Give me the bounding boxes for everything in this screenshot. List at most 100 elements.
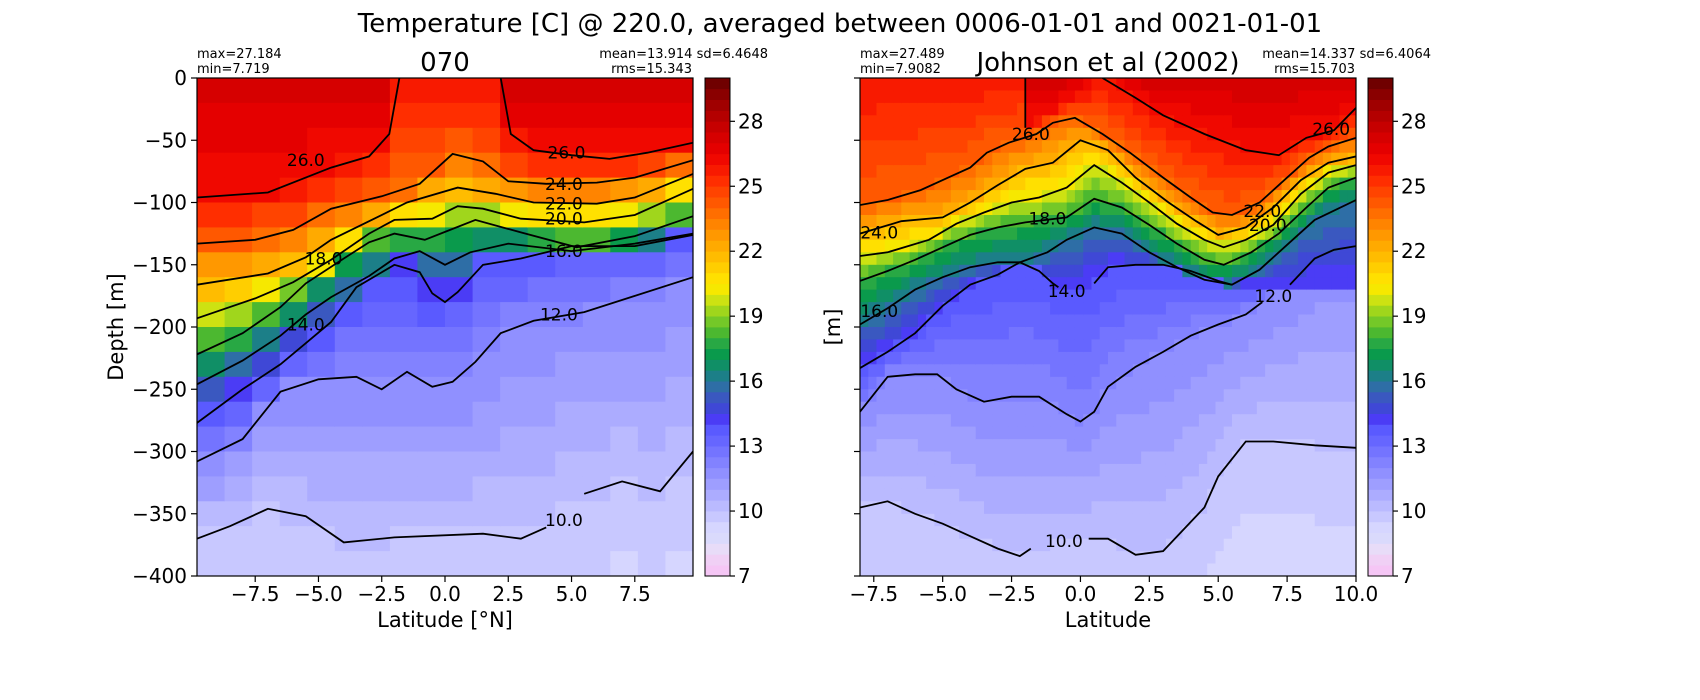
colorbar-segment — [705, 435, 730, 447]
field-cell — [1041, 389, 1051, 403]
field-cell — [637, 302, 667, 328]
field-cell — [942, 227, 952, 241]
field-cell — [975, 78, 985, 92]
field-cell — [868, 538, 878, 552]
field-cell — [1215, 115, 1225, 129]
field-cell — [417, 401, 446, 428]
field-cell — [893, 538, 902, 552]
field-cell — [1331, 551, 1341, 565]
field-cell — [1314, 264, 1324, 278]
isotherm-label: 22.0 — [1243, 202, 1281, 222]
field-cell — [1099, 463, 1109, 477]
field-cell — [1174, 389, 1183, 403]
field-cell — [1207, 165, 1217, 179]
field-cell — [1265, 401, 1274, 415]
field-cell — [1306, 289, 1316, 303]
field-cell — [942, 401, 952, 415]
field-cell — [934, 488, 944, 502]
field-cell — [1223, 152, 1233, 166]
field-cell — [637, 501, 667, 527]
field-cell — [909, 152, 919, 166]
field-cell — [1124, 401, 1134, 415]
field-cell — [582, 78, 611, 104]
field-cell — [876, 501, 886, 515]
field-cell — [1116, 115, 1126, 129]
field-cell — [1033, 202, 1043, 216]
field-cell — [1248, 140, 1258, 154]
field-cell — [1000, 376, 1010, 390]
field-cell — [1083, 351, 1093, 365]
field-cell — [1017, 264, 1026, 278]
field-cell — [876, 289, 886, 303]
field-cell — [252, 78, 281, 104]
isotherm-10.0 — [1088, 440, 1356, 556]
field-cell — [1041, 227, 1051, 241]
field-cell — [610, 476, 639, 502]
field-cell — [959, 488, 969, 502]
isotherm-22.0 — [197, 173, 693, 286]
field-cell — [1289, 264, 1299, 278]
field-cell — [1116, 177, 1126, 191]
field-cell — [984, 426, 993, 440]
field-cell — [665, 351, 693, 378]
field-cell — [1033, 227, 1043, 241]
field-cell — [389, 202, 419, 228]
field-cell — [926, 177, 935, 191]
field-cell — [1165, 314, 1175, 328]
field-cell — [1149, 463, 1159, 477]
field-cell — [1198, 302, 1208, 316]
field-cell — [1174, 426, 1183, 440]
field-cell — [1273, 289, 1283, 303]
field-cell — [942, 289, 952, 303]
field-cell — [197, 227, 226, 253]
field-cell — [1248, 488, 1258, 502]
field-cell — [307, 501, 336, 527]
field-cell — [1281, 127, 1291, 141]
field-cell — [1248, 563, 1258, 576]
field-cell — [1248, 426, 1258, 440]
field-cell — [1116, 414, 1126, 428]
field-cell — [893, 127, 902, 141]
field-cell — [1314, 563, 1324, 576]
field-cell — [1165, 190, 1175, 204]
field-cell — [917, 376, 927, 390]
field-cell — [901, 302, 911, 316]
colorbar-tick-label: 13 — [738, 434, 763, 458]
field-cell — [884, 364, 894, 378]
field-cell — [1223, 551, 1233, 565]
field-cell — [1347, 127, 1356, 141]
field-cell — [1141, 239, 1150, 253]
field-cell — [1265, 215, 1274, 228]
field-cell — [1256, 190, 1266, 204]
field-cell — [1132, 190, 1142, 204]
field-cell — [1256, 389, 1266, 403]
field-cell — [1000, 463, 1010, 477]
field-cell — [1314, 401, 1324, 415]
field-cell — [1017, 302, 1026, 316]
field-cell — [926, 102, 935, 116]
field-cell — [901, 401, 911, 415]
field-cell — [582, 451, 611, 477]
field-cell — [1000, 426, 1010, 440]
field-cell — [1099, 389, 1109, 403]
field-cell — [1033, 78, 1043, 92]
field-cell — [1099, 364, 1109, 378]
field-cell — [1256, 152, 1266, 166]
field-cell — [1265, 414, 1274, 428]
field-cell — [1314, 78, 1324, 92]
field-cell — [992, 302, 1002, 316]
field-cell — [884, 78, 894, 92]
field-cell — [950, 239, 960, 253]
field-cell — [1223, 439, 1233, 453]
field-cell — [1339, 215, 1349, 228]
field-cell — [1149, 264, 1159, 278]
field-cell — [917, 90, 927, 104]
field-cell — [1215, 439, 1225, 453]
field-cell — [926, 252, 935, 266]
field-cell — [975, 314, 985, 328]
field-cell — [1157, 140, 1167, 154]
field-cell — [1132, 351, 1142, 365]
field-cell — [1306, 563, 1316, 576]
field-cell — [555, 501, 584, 527]
field-cell — [1157, 177, 1167, 191]
